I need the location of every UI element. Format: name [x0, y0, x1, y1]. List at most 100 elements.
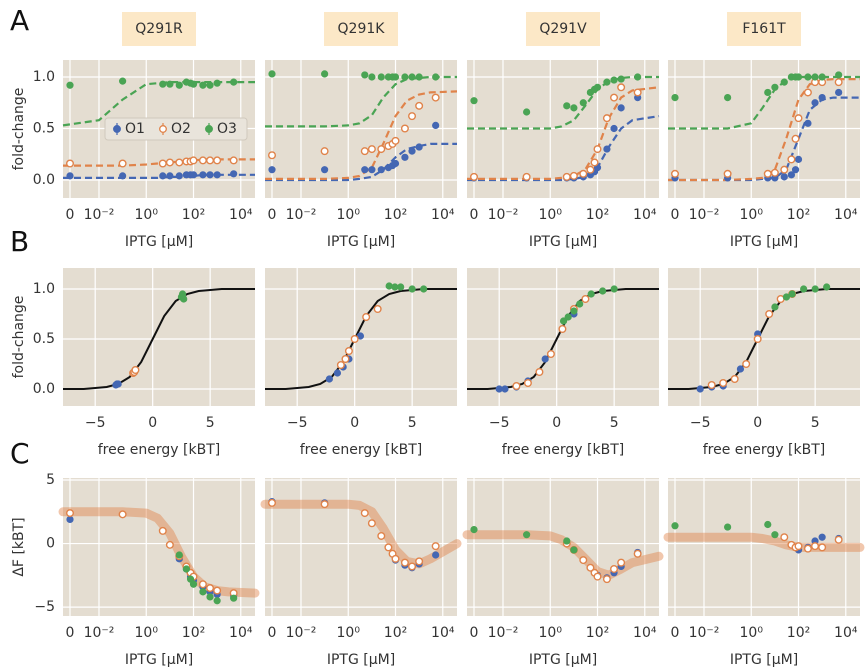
data-point	[182, 565, 190, 573]
data-point	[415, 557, 424, 566]
data-point	[470, 172, 479, 181]
data-point	[811, 99, 819, 107]
data-point	[377, 73, 385, 81]
data-point	[114, 380, 122, 388]
data-point	[199, 588, 207, 596]
data-point	[420, 285, 428, 293]
y-tick-label: 0.5	[33, 331, 55, 347]
data-point	[367, 519, 376, 528]
data-point	[811, 73, 819, 81]
fit-curve	[467, 75, 659, 130]
data-point	[320, 147, 329, 156]
legend-box	[104, 117, 248, 141]
data-point	[213, 171, 221, 179]
x-tick-label: 0	[470, 625, 479, 641]
y-axis-label: fold-change	[11, 296, 27, 379]
data-point	[230, 170, 238, 178]
data-point	[119, 77, 127, 85]
fit-curve	[265, 75, 457, 128]
data-point	[431, 542, 440, 551]
data-point	[391, 554, 400, 563]
data-point	[268, 70, 276, 78]
x-tick-label: 10²	[787, 625, 810, 641]
data-point	[780, 173, 788, 181]
data-point	[586, 563, 595, 572]
data-point	[763, 169, 772, 178]
data-point	[602, 575, 611, 584]
data-point	[384, 543, 393, 552]
data-point	[593, 83, 602, 91]
data-point	[788, 290, 796, 298]
x-axis-label: IPTG [μM]	[327, 652, 395, 668]
data-point	[570, 104, 578, 112]
data-point	[771, 83, 779, 91]
data-point	[558, 325, 567, 334]
x-tick-label: 10⁴	[229, 207, 253, 223]
data-point	[213, 79, 221, 87]
x-axis-label: IPTG [μM]	[125, 234, 193, 250]
data-point	[175, 81, 183, 89]
data-point	[432, 551, 440, 559]
data-point	[818, 533, 826, 541]
data-point	[586, 165, 595, 174]
data-point	[593, 145, 602, 154]
data-point	[523, 531, 531, 539]
data-point	[719, 379, 728, 388]
data-point	[175, 158, 184, 167]
x-tick-label: 10²	[384, 625, 407, 641]
data-point	[415, 101, 424, 110]
data-point	[522, 172, 531, 181]
data-point	[401, 153, 409, 161]
data-point	[765, 310, 774, 319]
data-point	[408, 147, 416, 155]
x-tick-label: 0	[148, 415, 157, 431]
data-point	[66, 81, 74, 89]
data-point	[432, 73, 440, 81]
data-point	[570, 307, 578, 315]
data-point	[593, 572, 602, 581]
data-point	[362, 313, 371, 322]
data-point	[368, 166, 376, 174]
data-point	[65, 509, 74, 518]
x-tick-label: 10²	[787, 207, 810, 223]
x-tick-label: 10⁴	[431, 625, 455, 641]
x-axis-label: free energy [kBT]	[300, 442, 422, 458]
data-point	[400, 124, 409, 133]
data-point	[189, 80, 198, 88]
data-point	[415, 143, 423, 151]
data-point	[198, 580, 207, 589]
data-point	[180, 295, 188, 303]
data-point	[432, 121, 440, 129]
data-point	[325, 375, 333, 383]
x-tick-label: 10⁰	[135, 625, 159, 641]
data-point	[344, 347, 353, 356]
data-point	[373, 305, 382, 314]
data-point	[579, 169, 588, 178]
data-point	[470, 97, 478, 105]
data-point	[724, 93, 732, 102]
data-point	[599, 287, 607, 295]
data-point	[569, 171, 578, 180]
data-point	[803, 88, 812, 97]
x-axis-label: IPTG [μM]	[730, 234, 798, 250]
title-box	[122, 12, 196, 46]
data-point	[166, 80, 174, 88]
data-point	[579, 556, 588, 565]
data-point	[165, 540, 174, 549]
data-point	[377, 166, 385, 174]
data-point	[818, 543, 827, 552]
data-point	[546, 350, 555, 359]
data-point	[587, 290, 595, 298]
data-point	[579, 99, 587, 107]
data-point	[523, 108, 531, 116]
x-tick-label: 10²	[586, 207, 609, 223]
panel-letter: B	[10, 225, 29, 258]
x-axis-label: IPTG [μM]	[327, 234, 395, 250]
y-tick-label: 0.0	[33, 381, 55, 397]
data-point	[391, 136, 400, 145]
data-point	[213, 586, 222, 595]
x-tick-label: 10²	[586, 625, 609, 641]
x-tick-label: 5	[811, 415, 820, 431]
data-point	[724, 523, 732, 531]
